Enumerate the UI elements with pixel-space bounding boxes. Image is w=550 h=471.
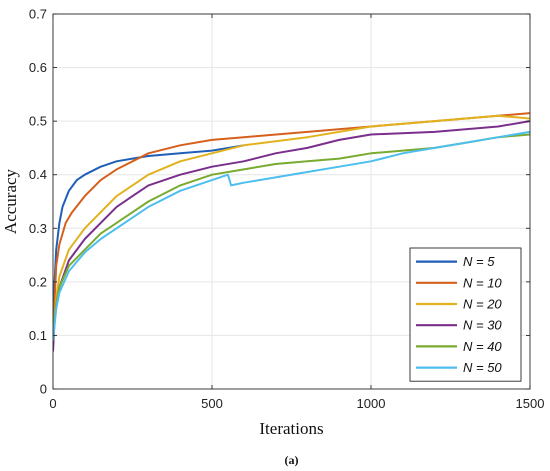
series-line: [53, 144, 244, 336]
y-tick-label: 0.6: [29, 60, 47, 75]
y-tick-label: 0: [40, 382, 47, 397]
y-axis-label: Accuracy: [1, 168, 20, 234]
x-tick-label: 1500: [516, 396, 545, 411]
x-axis-label: Iterations: [259, 419, 323, 438]
y-tick-label: 0.2: [29, 274, 47, 289]
caption: (a): [285, 453, 299, 467]
x-tick-label: 1000: [357, 396, 386, 411]
series-line: [53, 130, 530, 341]
y-tick-label: 0.4: [29, 167, 47, 182]
ticks: 0 500 1000 1500 0 0.1 0.2 0.3 0.4 0.5 0.6 0.7: [29, 7, 545, 412]
legend-label: N = 10: [463, 275, 502, 290]
y-tick-label: 0.5: [29, 114, 47, 129]
plot-frame: [52, 13, 531, 390]
x-tick-label: 500: [201, 396, 223, 411]
series-line: [53, 114, 530, 336]
y-tick-label: 0.7: [29, 7, 47, 22]
series-lines: [53, 112, 530, 352]
series-line: [53, 120, 530, 352]
legend-label: N = 20: [463, 297, 502, 312]
legend: N = 5 N = 10 N = 20 N = 30 N = 40 N = 50: [409, 247, 522, 382]
legend-label: N = 5: [463, 254, 495, 269]
legend-label: N = 40: [463, 339, 502, 354]
legend-label: N = 30: [463, 318, 502, 333]
legend-label: N = 50: [463, 360, 502, 375]
y-tick-label: 0.1: [29, 328, 47, 343]
legend-box: [409, 247, 522, 382]
x-tick-label: 0: [49, 396, 56, 411]
y-tick-label: 0.3: [29, 221, 47, 236]
